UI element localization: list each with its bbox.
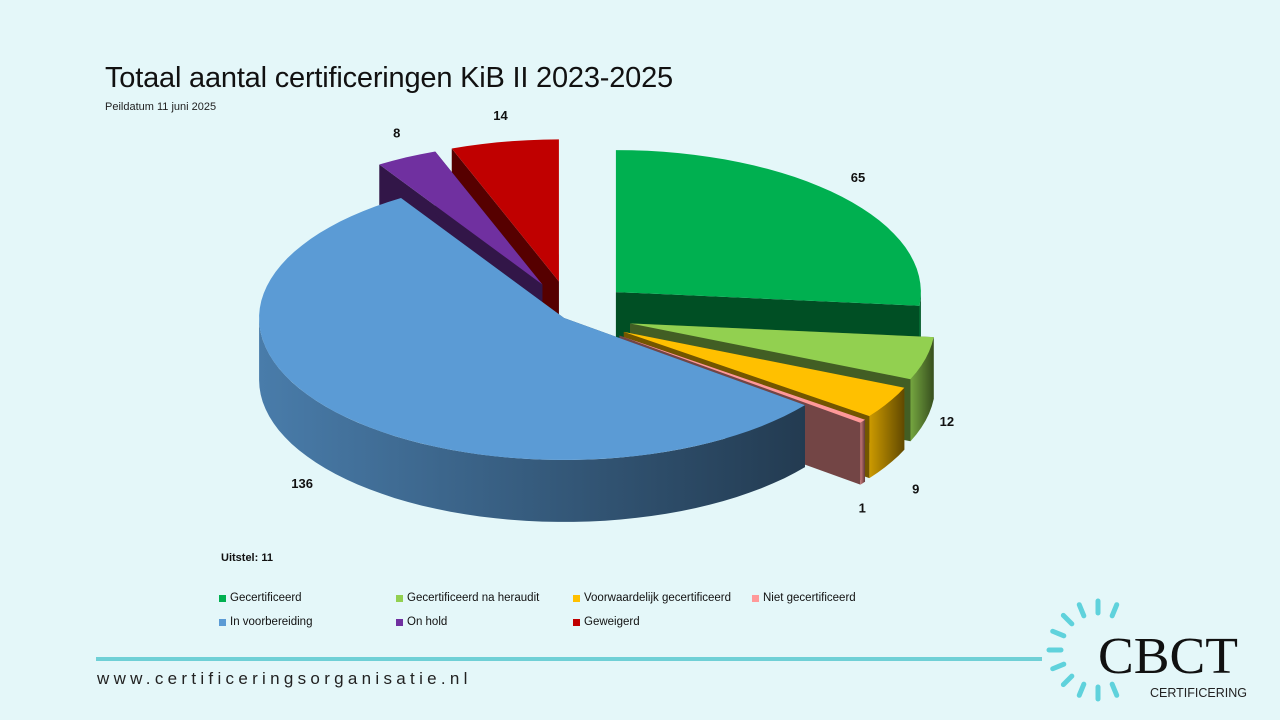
logo-ray [1050, 628, 1067, 639]
slice-side [869, 387, 905, 479]
footer-divider [96, 657, 1042, 661]
slice-top [623, 331, 905, 417]
logo-tagline: CERTIFICERING [1150, 686, 1247, 700]
data-label: 1 [859, 501, 866, 516]
legend-swatch [752, 594, 759, 602]
legend-swatch [573, 594, 580, 602]
logo-ray [1050, 661, 1067, 672]
legend-swatch [219, 618, 226, 626]
slice-top [630, 323, 934, 380]
legend-swatch [396, 618, 403, 626]
legend-label: Geweigerd [584, 616, 640, 628]
postponed-note: Uitstel: 11 [221, 552, 273, 564]
logo-ray [1076, 602, 1087, 619]
legend-swatch [573, 618, 580, 626]
slice-side [860, 419, 865, 485]
legend-label: Gecertificeerd [230, 592, 302, 604]
slice-top [619, 335, 865, 423]
data-label: 136 [291, 476, 313, 491]
logo-brand: CBCT [1098, 628, 1238, 685]
pie-chart: 65 12 9 1 136 8 14 [259, 108, 954, 522]
logo-ray [1060, 673, 1075, 688]
slice-side [259, 318, 806, 522]
pie-slice-in-voorbereiding [259, 197, 806, 522]
logo-ray [1076, 681, 1087, 698]
chart-subtitle: Peildatum 11 juni 2025 [105, 101, 217, 113]
legend-label: In voorbereiding [230, 616, 313, 628]
slice-side [910, 337, 934, 442]
cbct-logo: CBCT CERTIFICERING [1046, 598, 1247, 702]
legend-label: On hold [407, 616, 448, 628]
legend-swatch [396, 594, 403, 602]
legend-item-on-hold: On hold [396, 616, 447, 628]
data-label: 12 [940, 414, 954, 429]
logo-ray [1109, 602, 1120, 619]
slice-top [259, 198, 806, 460]
legend-item-niet-gecertificeerd: Niet gecertificeerd [752, 592, 856, 604]
data-label: 9 [912, 481, 919, 496]
chart-legend: Gecertificeerd Gecertificeerd na heraudi… [219, 592, 919, 640]
logo-sunburst-icon [1046, 598, 1120, 702]
logo-ray [1060, 612, 1075, 627]
slice-top [615, 150, 921, 306]
footer-website-link[interactable]: www.certificeringsorganisatie.nl [97, 669, 472, 688]
legend-item-in-voorbereiding: In voorbereiding [219, 616, 312, 628]
legend-label: Gecertificeerd na heraudit [407, 592, 540, 604]
slice-top [379, 151, 543, 285]
legend-swatch [219, 594, 226, 602]
legend-item-gecertificeerd: Gecertificeerd [219, 592, 302, 604]
data-label: 65 [851, 170, 865, 185]
legend-item-voorwaardelijk-gecertificeerd: Voorwaardelijk gecertificeerd [573, 592, 731, 604]
legend-item-gecertificeerd-na-heraudit: Gecertificeerd na heraudit [396, 592, 539, 604]
chart-title: Totaal aantal certificeringen KiB II 202… [105, 62, 673, 94]
data-label: 14 [493, 108, 508, 123]
legend-item-geweigerd: Geweigerd [573, 616, 640, 628]
slice-top [451, 139, 559, 282]
data-label: 8 [393, 126, 400, 141]
logo-ray [1109, 681, 1120, 698]
legend-label: Voorwaardelijk gecertificeerd [584, 592, 732, 604]
legend-label: Niet gecertificeerd [763, 592, 856, 604]
